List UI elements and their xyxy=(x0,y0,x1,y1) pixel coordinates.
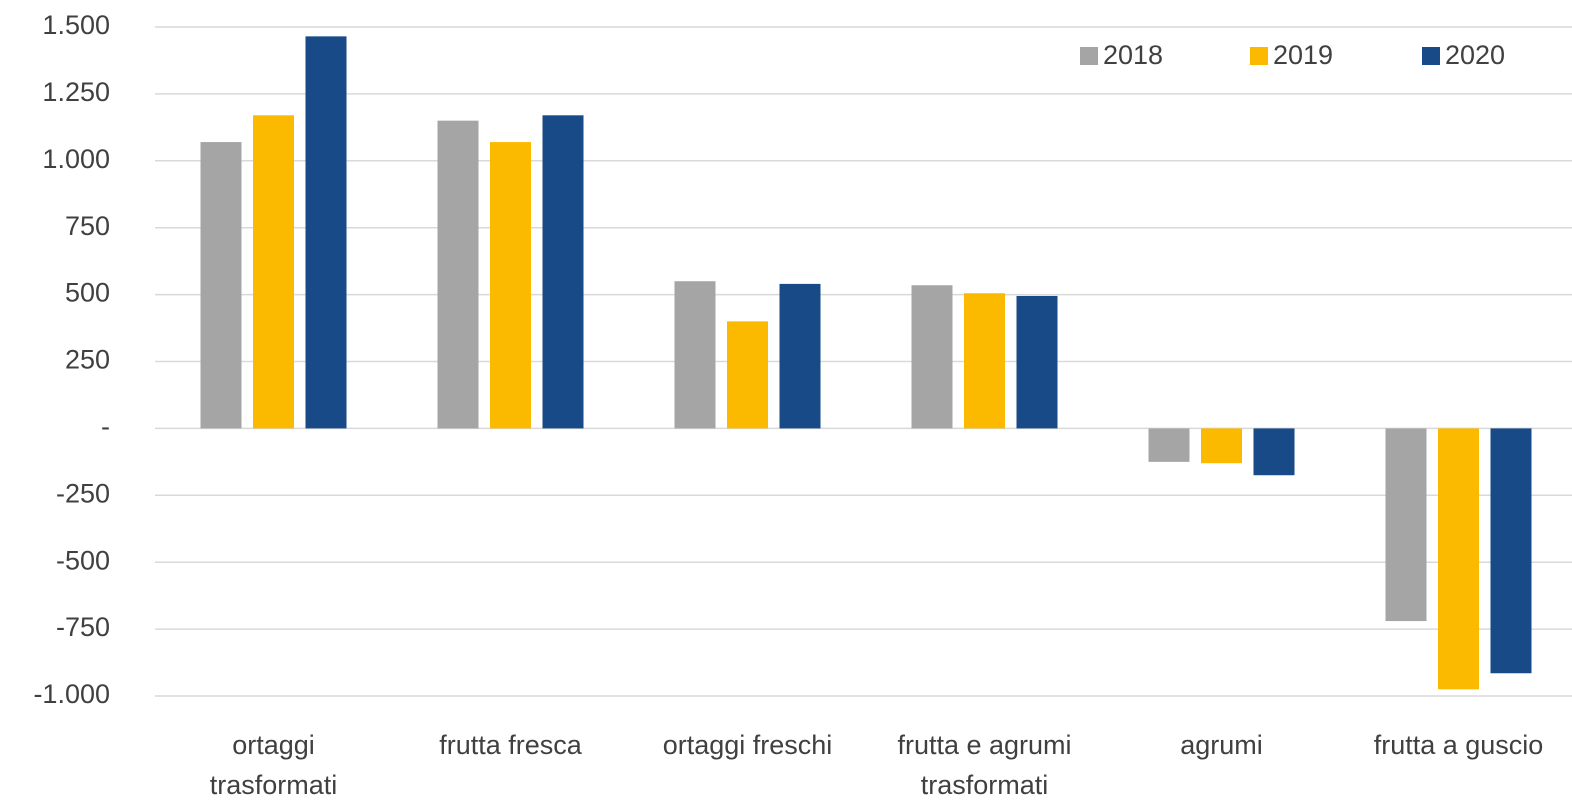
y-tick-label: -1.000 xyxy=(33,679,110,709)
legend-label: 2018 xyxy=(1103,40,1163,70)
y-tick-label: 1.250 xyxy=(42,77,110,107)
bar xyxy=(911,285,953,429)
bar xyxy=(1490,428,1532,674)
bar xyxy=(779,283,821,429)
y-tick-label: -500 xyxy=(56,545,110,575)
bar xyxy=(253,115,294,429)
legend-swatch xyxy=(1080,47,1098,65)
bar xyxy=(490,142,531,429)
bar xyxy=(1385,428,1427,622)
bar xyxy=(200,142,242,429)
x-tick-label: ortaggi trasformati xyxy=(210,730,338,800)
legend-label: 2019 xyxy=(1273,40,1333,70)
y-tick-label: - xyxy=(101,412,110,442)
bar xyxy=(305,36,347,429)
legend-swatch xyxy=(1250,47,1268,65)
x-tick-label: frutta a guscio xyxy=(1374,730,1544,760)
bar xyxy=(1438,428,1479,690)
y-tick-label: 750 xyxy=(65,211,110,241)
y-tick-label: 1.000 xyxy=(42,144,110,174)
bar xyxy=(542,115,584,429)
x-tick-label: frutta e agrumi trasformati xyxy=(897,730,1071,800)
bar xyxy=(1201,428,1242,464)
x-tick-label: ortaggi freschi xyxy=(663,730,833,760)
x-tick-label: frutta fresca xyxy=(439,730,583,760)
legend-label: 2020 xyxy=(1445,40,1505,70)
y-tick-label: -750 xyxy=(56,612,110,642)
bar xyxy=(1016,295,1058,429)
bar xyxy=(1253,428,1295,476)
bar xyxy=(674,281,716,429)
x-tick-label: agrumi xyxy=(1180,730,1263,760)
bar xyxy=(437,120,479,429)
y-tick-label: 500 xyxy=(65,278,110,308)
y-tick-label: -250 xyxy=(56,478,110,508)
y-tick-label: 1.500 xyxy=(42,10,110,40)
bar xyxy=(727,321,768,429)
y-tick-label: 250 xyxy=(65,345,110,375)
bar xyxy=(964,293,1005,429)
bar xyxy=(1148,428,1190,462)
legend-swatch xyxy=(1422,47,1440,65)
